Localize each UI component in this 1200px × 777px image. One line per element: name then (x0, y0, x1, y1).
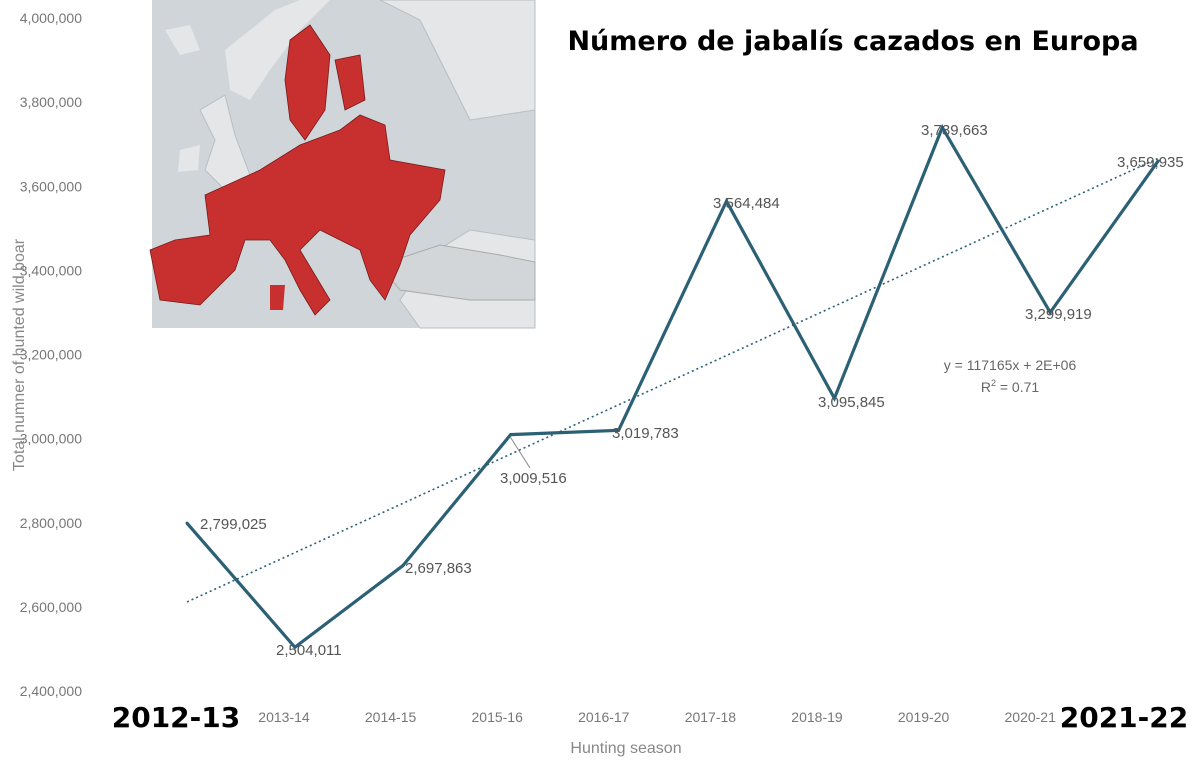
x-tick-label: 2013-14 (258, 709, 310, 725)
data-label: 3,739,663 (921, 122, 988, 139)
y-tick-label: 4,000,000 (20, 10, 82, 26)
data-label: 2,697,863 (405, 560, 472, 577)
y-tick-label: 2,400,000 (20, 683, 82, 699)
data-point (185, 521, 189, 525)
y-tick-label: 3,800,000 (20, 94, 82, 110)
data-point (401, 564, 405, 568)
europe-map-inset (149, 0, 536, 329)
data-label: 3,019,783 (612, 425, 679, 442)
data-label: 3,564,484 (713, 195, 780, 212)
data-point (832, 396, 836, 400)
x-tick-label: 2012-13 (112, 701, 241, 734)
trend-r2: R2 = 0.71 (981, 378, 1040, 395)
data-label-leader (510, 437, 531, 469)
trend-r2-value: = 0.71 (1000, 379, 1040, 395)
y-axis-label: Total numner of hunted wild boar (11, 238, 28, 471)
trend-equation: y = 117165x + 2E+06 (944, 357, 1077, 373)
x-tick-label: 2020-21 (1005, 709, 1057, 725)
y-tick-label: 3,600,000 (20, 178, 82, 194)
x-tick-label: 2018-19 (791, 709, 843, 725)
data-label: 3,009,516 (500, 470, 567, 487)
data-point (725, 199, 728, 203)
x-tick-label: 2021-22 (1060, 701, 1189, 734)
data-label: 3,299,919 (1025, 306, 1092, 323)
y-tick-label: 3,400,000 (20, 262, 82, 278)
y-tick-label: 2,800,000 (20, 515, 82, 531)
y-tick-label: 3,200,000 (20, 347, 82, 363)
data-label: 2,504,011 (276, 642, 342, 659)
data-point (1048, 310, 1052, 314)
y-tick-label: 3,000,000 (20, 431, 82, 447)
data-point (617, 428, 621, 432)
x-tick-label: 2014-15 (365, 709, 417, 725)
trend-r2-symbol: R (981, 379, 991, 395)
data-point (509, 433, 513, 437)
data-point (940, 126, 944, 130)
chart-title: Número de jabalís cazados en Europa (567, 26, 1138, 57)
data-point (293, 645, 297, 649)
series-line (185, 123, 1160, 650)
data-label: 3,659,935 (1117, 154, 1184, 171)
data-label: 3,095,845 (818, 394, 885, 411)
x-tick-label: 2016-17 (578, 709, 630, 725)
y-tick-label: 2,600,000 (20, 599, 82, 615)
data-label: 2,799,025 (200, 516, 267, 533)
x-tick-label: 2015-16 (472, 709, 524, 725)
x-tick-label: 2019-20 (898, 709, 950, 725)
x-tick-label: 2017-18 (685, 709, 737, 725)
x-axis-label: Hunting season (570, 740, 681, 757)
data-point (1156, 159, 1160, 163)
